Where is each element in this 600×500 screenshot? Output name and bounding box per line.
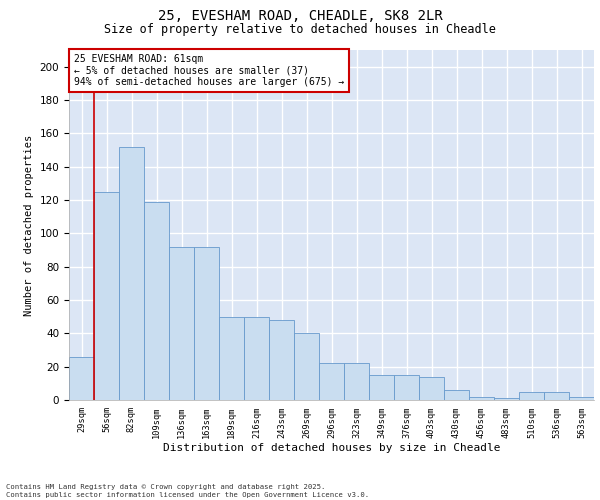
Y-axis label: Number of detached properties: Number of detached properties — [24, 134, 34, 316]
Bar — [419, 376, 444, 400]
Bar — [319, 364, 344, 400]
Bar — [244, 316, 269, 400]
Text: Contains HM Land Registry data © Crown copyright and database right 2025.
Contai: Contains HM Land Registry data © Crown c… — [6, 484, 369, 498]
Bar — [119, 146, 144, 400]
Text: 25, EVESHAM ROAD, CHEADLE, SK8 2LR: 25, EVESHAM ROAD, CHEADLE, SK8 2LR — [158, 9, 442, 23]
Bar — [519, 392, 544, 400]
Text: Size of property relative to detached houses in Cheadle: Size of property relative to detached ho… — [104, 22, 496, 36]
Bar — [494, 398, 519, 400]
Bar — [294, 334, 319, 400]
Bar — [94, 192, 119, 400]
Bar — [269, 320, 294, 400]
Bar — [194, 246, 219, 400]
Bar — [69, 356, 94, 400]
Bar — [144, 202, 169, 400]
Bar — [569, 396, 594, 400]
Bar — [394, 375, 419, 400]
Bar — [369, 375, 394, 400]
Bar — [344, 364, 369, 400]
Bar — [169, 246, 194, 400]
X-axis label: Distribution of detached houses by size in Cheadle: Distribution of detached houses by size … — [163, 444, 500, 454]
Text: 25 EVESHAM ROAD: 61sqm
← 5% of detached houses are smaller (37)
94% of semi-deta: 25 EVESHAM ROAD: 61sqm ← 5% of detached … — [74, 54, 344, 86]
Bar — [219, 316, 244, 400]
Bar — [544, 392, 569, 400]
Bar — [444, 390, 469, 400]
Bar — [469, 396, 494, 400]
